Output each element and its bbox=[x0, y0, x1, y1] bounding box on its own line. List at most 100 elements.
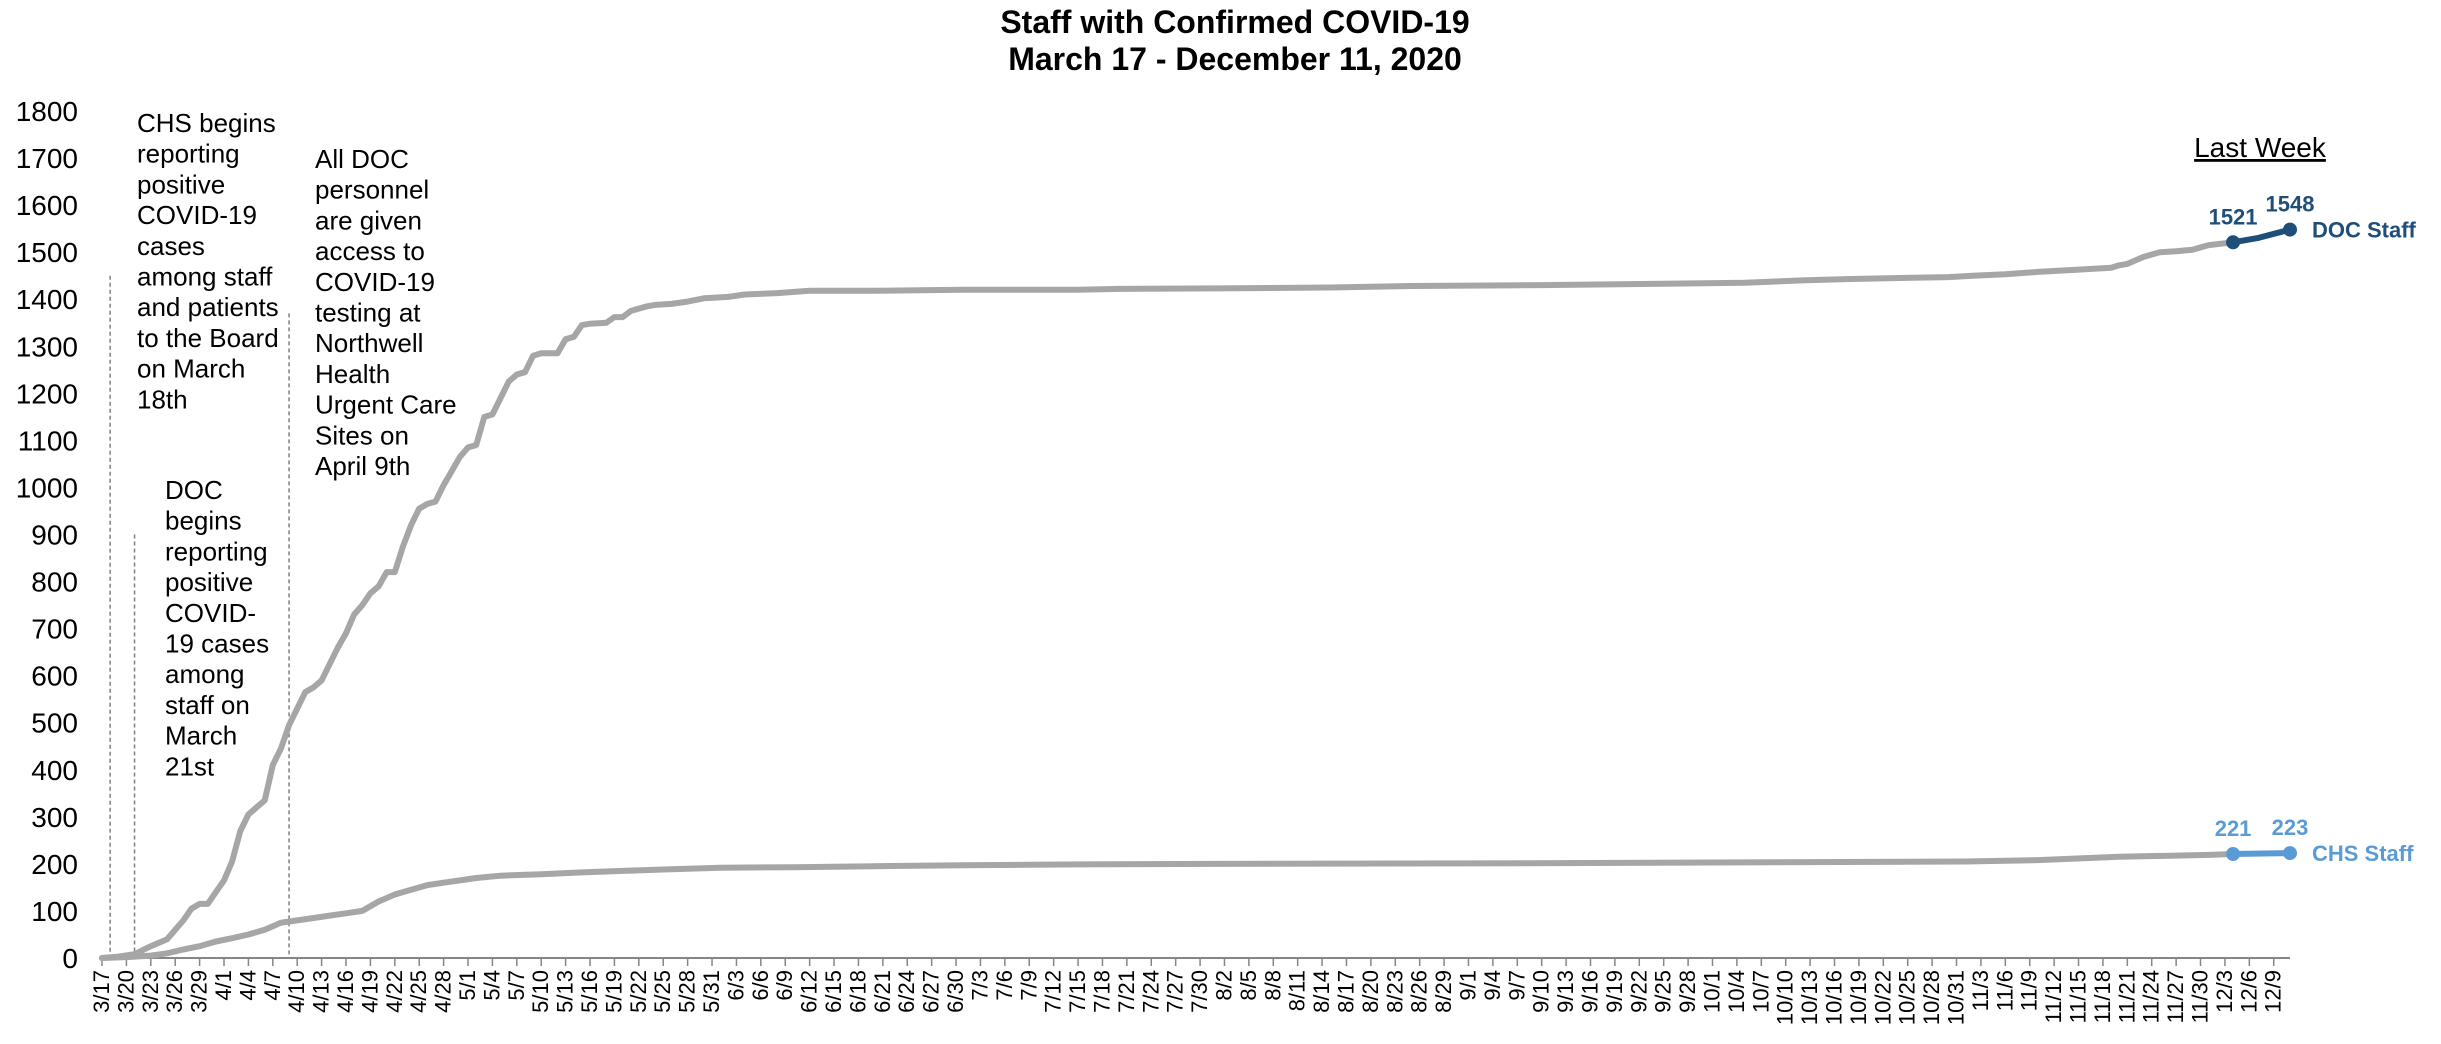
y-tick-label: 0 bbox=[62, 943, 78, 974]
x-tick-label: 6/3 bbox=[723, 970, 748, 1001]
y-tick-label: 1300 bbox=[16, 331, 78, 362]
x-tick-label: 3/23 bbox=[138, 970, 163, 1013]
x-tick-label: 9/10 bbox=[1529, 970, 1554, 1013]
y-tick-label: 400 bbox=[31, 755, 78, 786]
x-tick-label: 4/13 bbox=[309, 970, 334, 1013]
x-tick-label: 10/16 bbox=[1822, 970, 1847, 1025]
x-tick-label: 7/15 bbox=[1065, 970, 1090, 1013]
y-tick-label: 900 bbox=[31, 520, 78, 551]
chs-staff-data-label: 221 bbox=[2215, 816, 2252, 841]
x-tick-label: 8/23 bbox=[1382, 970, 1407, 1013]
y-tick-label: 100 bbox=[31, 896, 78, 927]
x-tick-label: 5/22 bbox=[626, 970, 651, 1013]
x-tick-label: 4/28 bbox=[431, 970, 456, 1013]
x-tick-label: 10/28 bbox=[1919, 970, 1944, 1025]
x-tick-label: 9/19 bbox=[1602, 970, 1627, 1013]
chart-subtitle: March 17 - December 11, 2020 bbox=[1008, 41, 1462, 77]
x-tick-label: 5/19 bbox=[601, 970, 626, 1013]
x-tick-label: 6/24 bbox=[894, 970, 919, 1013]
doc-staff-line bbox=[99, 239, 2237, 961]
y-tick-label: 1700 bbox=[16, 143, 78, 174]
x-tick-label: 6/27 bbox=[919, 970, 944, 1013]
x-tick-label: 6/9 bbox=[772, 970, 797, 1001]
x-tick-label: 10/22 bbox=[1870, 970, 1895, 1025]
x-tick-label: 11/3 bbox=[1968, 970, 1993, 1011]
doc-staff-data-label: 1521 bbox=[2209, 204, 2258, 229]
x-tick-label: 10/13 bbox=[1797, 970, 1822, 1025]
x-tick-label: 11/6 bbox=[1992, 970, 2017, 1011]
x-tick-label: 10/19 bbox=[1846, 970, 1871, 1025]
x-tick-label: 9/22 bbox=[1626, 970, 1651, 1013]
y-tick-label: 800 bbox=[31, 567, 78, 598]
x-tick-label: 11/30 bbox=[2188, 970, 2213, 1023]
x-tick-label: 6/18 bbox=[845, 970, 870, 1013]
testing-access-note: All DOC personnel are given access to COVID-… bbox=[315, 144, 457, 481]
x-tick-label: 8/5 bbox=[1236, 970, 1261, 1001]
x-tick-label: 7/30 bbox=[1187, 970, 1212, 1013]
x-tick-label: 4/25 bbox=[406, 970, 431, 1013]
x-tick-label: 5/13 bbox=[553, 970, 578, 1013]
x-tick-label: 9/1 bbox=[1455, 970, 1480, 1001]
x-tick-label: 12/6 bbox=[2236, 970, 2261, 1013]
x-tick-label: 11/15 bbox=[2066, 970, 2091, 1023]
x-tick-label: 5/4 bbox=[479, 970, 504, 1001]
x-tick-label: 6/15 bbox=[821, 970, 846, 1013]
x-tick-label: 4/1 bbox=[211, 970, 236, 1001]
x-tick-label: 11/18 bbox=[2090, 970, 2115, 1023]
x-tick-label: 8/20 bbox=[1358, 970, 1383, 1013]
x-tick-label: 5/28 bbox=[675, 970, 700, 1013]
y-tick-label: 1400 bbox=[16, 284, 78, 315]
chs-reporting-note: CHS begins reporting positive COVID-19 cases… bbox=[137, 108, 279, 414]
x-tick-label: 8/29 bbox=[1431, 970, 1456, 1013]
doc-reporting-note: DOC begins reporting positive COVID-19 cases… bbox=[165, 475, 269, 781]
x-tick-label: 3/20 bbox=[113, 970, 138, 1013]
chart-title: Staff with Confirmed COVID-19 bbox=[1000, 4, 1469, 40]
y-tick-label: 300 bbox=[31, 802, 78, 833]
x-tick-label: 7/24 bbox=[1138, 970, 1163, 1013]
y-tick-label: 700 bbox=[31, 614, 78, 645]
x-tick-label: 9/28 bbox=[1675, 970, 1700, 1013]
x-tick-label: 5/10 bbox=[528, 970, 553, 1013]
x-tick-label: 10/10 bbox=[1773, 970, 1798, 1025]
x-tick-label: 11/9 bbox=[2017, 970, 2042, 1011]
x-tick-label: 4/4 bbox=[235, 970, 260, 1001]
x-tick-label: 8/11 bbox=[1285, 970, 1310, 1011]
x-tick-label: 8/14 bbox=[1309, 970, 1334, 1013]
x-tick-label: 10/1 bbox=[1699, 970, 1724, 1013]
y-tick-label: 500 bbox=[31, 708, 78, 739]
x-tick-label: 11/27 bbox=[2163, 970, 2188, 1023]
x-tick-label: 8/8 bbox=[1260, 970, 1285, 1001]
y-tick-label: 600 bbox=[31, 661, 78, 692]
x-tick-label: 9/16 bbox=[1577, 970, 1602, 1013]
x-tick-label: 7/9 bbox=[1016, 970, 1041, 1001]
x-axis: 3/17 3/20 3/23 3/26 3/29 4/1 4/4 4/7 4/10 4/13 4/1… bbox=[89, 957, 2290, 1025]
doc-staff-data-label: 1548 bbox=[2266, 192, 2315, 217]
x-tick-label: 5/16 bbox=[577, 970, 602, 1013]
y-tick-label: 1600 bbox=[16, 190, 78, 221]
x-tick-label: 4/10 bbox=[284, 970, 309, 1013]
x-tick-label: 11/12 bbox=[2041, 970, 2066, 1023]
y-tick-label: 1200 bbox=[16, 378, 78, 409]
x-tick-label: 6/12 bbox=[797, 970, 822, 1013]
x-tick-label: 6/21 bbox=[870, 970, 895, 1013]
y-tick-label: 1800 bbox=[16, 96, 78, 127]
x-tick-label: 9/7 bbox=[1504, 970, 1529, 1001]
y-tick-label: 1500 bbox=[16, 237, 78, 268]
x-tick-label: 7/3 bbox=[967, 970, 992, 1001]
x-tick-label: 8/17 bbox=[1333, 970, 1358, 1013]
x-tick-label: 3/26 bbox=[162, 970, 187, 1013]
x-tick-label: 5/7 bbox=[504, 970, 529, 1001]
doc-staff-marker bbox=[2283, 222, 2297, 237]
x-tick-label: 8/26 bbox=[1407, 970, 1432, 1013]
chs-staff-marker bbox=[2226, 847, 2241, 862]
chs-staff-last-week-line bbox=[2233, 850, 2291, 857]
x-tick-label: 9/13 bbox=[1553, 970, 1578, 1013]
x-tick-label: 5/25 bbox=[650, 970, 675, 1013]
x-tick-label: 10/31 bbox=[1944, 970, 1969, 1025]
x-tick-label: 9/4 bbox=[1480, 970, 1505, 1001]
x-tick-label: 3/29 bbox=[187, 970, 212, 1013]
x-tick-label: 4/22 bbox=[382, 970, 407, 1013]
y-tick-label: 200 bbox=[31, 849, 78, 880]
x-tick-label: 7/12 bbox=[1041, 970, 1066, 1013]
